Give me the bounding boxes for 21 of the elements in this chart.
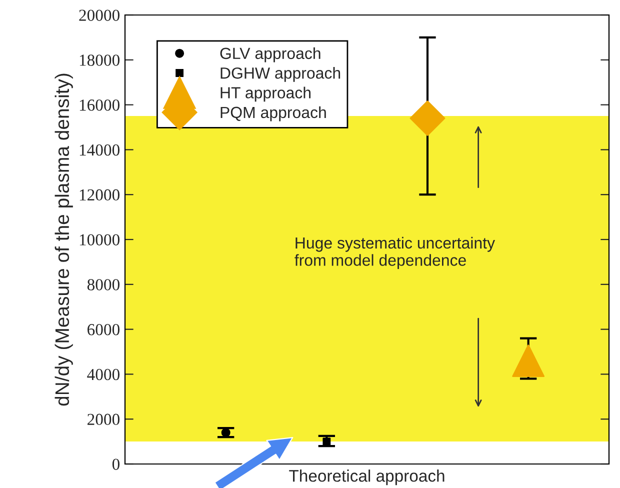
- y-tick-label: 12000: [80, 189, 120, 201]
- y-tick-label: 16000: [80, 100, 120, 111]
- x-axis-title: Theoretical approach: [289, 470, 444, 486]
- legend-label: DGHW approach: [220, 67, 340, 82]
- point: [410, 100, 446, 136]
- y-tick-label: 4000: [87, 368, 120, 380]
- annotation: Huge systematic uncertainty from model dependence: [294, 236, 495, 270]
- y-tick-label: 8000: [87, 279, 120, 290]
- y-tick-label: 20000: [79, 10, 120, 21]
- y-tick-label: 0: [112, 458, 120, 470]
- legend-label: HT approach: [220, 86, 310, 102]
- y-tick-label: 6000: [88, 324, 120, 336]
- y-tick-label: 10000: [80, 234, 120, 246]
- y-axis-title: dN/dy (Measure of the plasma density): [54, 74, 73, 406]
- y-tick-label: 2000: [88, 414, 120, 426]
- legend-label: GLV approach: [220, 47, 320, 62]
- y-tick-label: 18000: [80, 54, 120, 66]
- legend-label: PQM approach: [220, 106, 326, 122]
- point: [512, 344, 545, 377]
- point: [322, 438, 331, 446]
- y-tick-label: 14000: [80, 144, 120, 156]
